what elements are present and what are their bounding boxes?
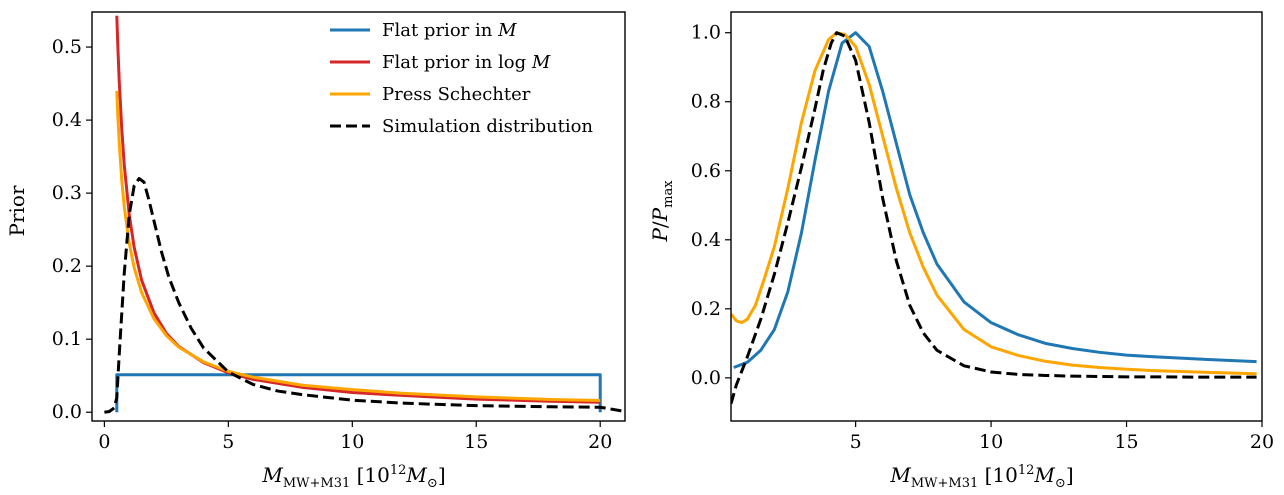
legend-label: Flat prior in M (382, 20, 517, 41)
series-line-1-0 (733, 31, 1257, 369)
y-tick-label: 0.2 (52, 255, 82, 277)
y-tick-label: 0.0 (691, 367, 721, 389)
x-tick-label: 15 (464, 431, 488, 453)
prior-x-label: MMW+M31 [1012M⊙] (261, 463, 445, 491)
prior-y-label: Prior (5, 185, 29, 236)
x-tick-label: 0 (98, 431, 110, 453)
y-tick-label: 0.3 (52, 182, 82, 204)
y-tick-label: 0.0 (52, 401, 82, 423)
x-tick-label: 20 (588, 431, 612, 453)
series-line-0-1 (115, 15, 601, 404)
plot-frame (730, 11, 1263, 422)
x-tick-label: 15 (1114, 431, 1138, 453)
prior-chart: 0 5 10 15 20 0.0 0.1 0.2 0.3 0.4 0.5 Flat prior in … (52, 11, 626, 453)
x-tick-label: 10 (979, 431, 1003, 453)
y-tick-label: 0.5 (52, 36, 82, 58)
y-tick-label: 0.4 (52, 109, 82, 131)
series-line-1-2 (731, 31, 1257, 405)
legend-label: Flat prior in log M (382, 52, 551, 73)
y-tick-label: 0.8 (691, 91, 721, 113)
posterior-chart: 5 10 15 20 0.0 0.2 0.4 0.6 0.8 1.0 (691, 11, 1274, 453)
legend-label: Press Schechter (382, 84, 531, 105)
y-tick-label: 0.6 (691, 160, 721, 182)
series-line-0-2 (115, 90, 601, 403)
posterior-y-label: P/Pmax (648, 180, 676, 243)
legend: Flat prior in M Flat prior in log M Press … (330, 20, 593, 137)
y-tick-label: 0.4 (691, 229, 721, 251)
series-line-0-3 (104, 177, 625, 414)
x-tick-label: 5 (850, 431, 862, 453)
posterior-x-label: MMW+M31 [1012M⊙] (889, 463, 1073, 491)
y-tick-label: 1.0 (691, 22, 721, 44)
y-tick-label: 0.1 (52, 328, 82, 350)
series-line-1-1 (731, 31, 1257, 376)
x-tick-label: 5 (222, 431, 234, 453)
legend-label: Simulation distribution (382, 116, 593, 137)
x-tick-label: 10 (340, 431, 364, 453)
y-tick-label: 0.2 (691, 298, 721, 320)
plot-frame (91, 11, 626, 422)
x-tick-label: 20 (1250, 431, 1274, 453)
